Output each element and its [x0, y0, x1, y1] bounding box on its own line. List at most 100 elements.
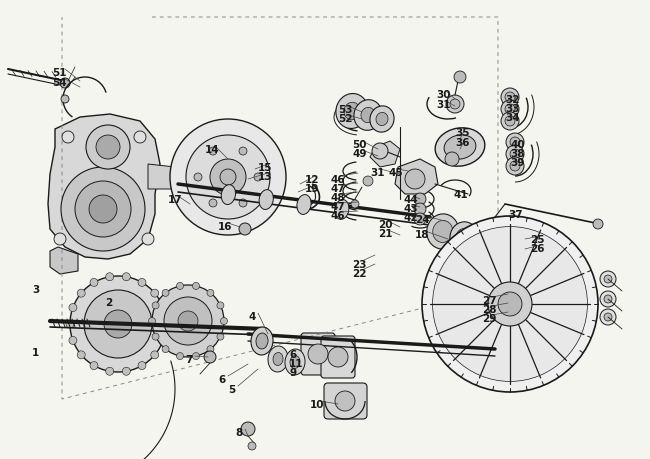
- Circle shape: [152, 285, 224, 357]
- Circle shape: [505, 117, 515, 127]
- Ellipse shape: [473, 230, 497, 257]
- Ellipse shape: [335, 200, 349, 220]
- Circle shape: [220, 318, 228, 325]
- Circle shape: [506, 146, 524, 164]
- Circle shape: [600, 271, 616, 287]
- Circle shape: [134, 132, 146, 144]
- Circle shape: [61, 96, 69, 104]
- Circle shape: [600, 291, 616, 308]
- Text: 44: 44: [403, 195, 418, 205]
- Ellipse shape: [297, 195, 311, 215]
- Text: 12: 12: [305, 174, 320, 185]
- Text: 47: 47: [330, 184, 344, 194]
- Polygon shape: [370, 142, 400, 168]
- Circle shape: [501, 113, 519, 131]
- Circle shape: [593, 219, 603, 230]
- Text: 39: 39: [510, 157, 525, 168]
- Text: 20: 20: [378, 219, 393, 230]
- Circle shape: [217, 333, 224, 341]
- Ellipse shape: [290, 356, 300, 369]
- Circle shape: [89, 196, 117, 224]
- Ellipse shape: [251, 327, 273, 355]
- Circle shape: [192, 353, 200, 360]
- Circle shape: [604, 275, 612, 283]
- Text: 13: 13: [258, 172, 272, 182]
- Circle shape: [60, 79, 70, 89]
- Text: 42: 42: [403, 213, 418, 223]
- Circle shape: [106, 273, 114, 281]
- Circle shape: [194, 174, 202, 182]
- Text: 15: 15: [258, 162, 272, 173]
- Circle shape: [151, 290, 159, 297]
- Text: 19: 19: [305, 184, 319, 194]
- Text: 9: 9: [289, 367, 296, 377]
- Text: 7: 7: [185, 354, 192, 364]
- Circle shape: [510, 138, 520, 148]
- Circle shape: [152, 333, 159, 341]
- Ellipse shape: [256, 333, 268, 349]
- Text: 34: 34: [505, 113, 519, 123]
- Circle shape: [96, 136, 120, 160]
- Circle shape: [422, 217, 598, 392]
- Text: 25: 25: [530, 235, 545, 245]
- Circle shape: [70, 276, 166, 372]
- Text: 31: 31: [436, 100, 450, 110]
- Circle shape: [66, 320, 74, 328]
- Circle shape: [106, 368, 114, 375]
- Circle shape: [506, 157, 524, 176]
- Circle shape: [454, 72, 466, 84]
- Circle shape: [152, 302, 159, 309]
- Circle shape: [61, 168, 145, 252]
- Circle shape: [239, 200, 247, 207]
- Circle shape: [164, 297, 212, 345]
- Text: 27: 27: [482, 295, 497, 305]
- Text: 4: 4: [248, 311, 255, 321]
- Text: 31: 31: [370, 168, 385, 178]
- Circle shape: [505, 93, 515, 103]
- Text: 52: 52: [338, 114, 352, 124]
- Text: 21: 21: [378, 229, 393, 239]
- Circle shape: [445, 153, 459, 167]
- Ellipse shape: [426, 214, 459, 250]
- Circle shape: [239, 148, 247, 156]
- Text: 33: 33: [505, 104, 519, 114]
- Circle shape: [62, 132, 74, 144]
- Circle shape: [75, 182, 131, 237]
- Circle shape: [604, 313, 612, 321]
- Circle shape: [69, 337, 77, 345]
- Text: 17: 17: [168, 195, 183, 205]
- Circle shape: [498, 292, 522, 316]
- Circle shape: [162, 290, 169, 297]
- Circle shape: [84, 291, 152, 358]
- Circle shape: [77, 290, 85, 297]
- Circle shape: [177, 283, 183, 290]
- Text: 16: 16: [218, 222, 233, 231]
- Text: 2: 2: [105, 297, 112, 308]
- Ellipse shape: [370, 106, 394, 133]
- Text: 45: 45: [388, 168, 402, 178]
- Circle shape: [159, 304, 167, 312]
- Circle shape: [177, 353, 183, 360]
- Circle shape: [220, 170, 236, 185]
- Circle shape: [254, 174, 262, 182]
- Ellipse shape: [336, 94, 368, 129]
- Ellipse shape: [344, 103, 360, 120]
- Circle shape: [432, 227, 588, 381]
- Circle shape: [122, 368, 131, 375]
- Circle shape: [69, 304, 77, 312]
- Circle shape: [159, 337, 167, 345]
- Circle shape: [501, 101, 519, 119]
- Circle shape: [77, 351, 85, 359]
- Circle shape: [192, 283, 200, 290]
- Circle shape: [86, 126, 130, 170]
- Circle shape: [363, 177, 373, 187]
- Circle shape: [351, 201, 359, 208]
- Circle shape: [90, 362, 98, 370]
- Ellipse shape: [456, 229, 472, 246]
- Text: 14: 14: [205, 145, 220, 155]
- FancyBboxPatch shape: [301, 333, 335, 375]
- Ellipse shape: [354, 101, 382, 131]
- Circle shape: [241, 422, 255, 436]
- Text: 23: 23: [352, 259, 367, 269]
- Circle shape: [204, 351, 216, 363]
